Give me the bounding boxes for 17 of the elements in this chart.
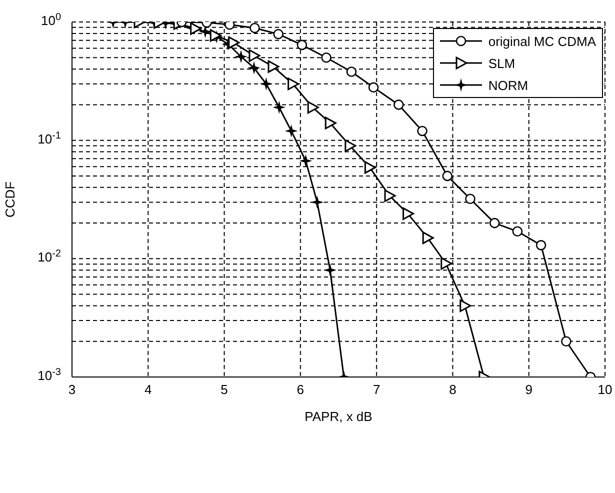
legend-label: original MC CDMA xyxy=(488,34,596,48)
y-axis-title: CCDF xyxy=(2,181,18,218)
y-tick-label: 10$^{-1}$ xyxy=(38,130,62,146)
legend-label: SLM xyxy=(488,56,516,70)
x-tick-label: 9 xyxy=(525,382,532,398)
legend-label: NORM xyxy=(488,78,528,92)
x-tick-label: 5 xyxy=(220,382,228,398)
x-tick-label: 7 xyxy=(372,382,380,398)
x-tick-label: 4 xyxy=(144,382,152,398)
y-tick-label: 10$^{0}$ xyxy=(40,12,62,28)
y-tick-label: 10$^{-3}$ xyxy=(38,366,62,383)
x-tick-label: 6 xyxy=(296,382,304,398)
x-tick-label: 10 xyxy=(598,382,612,398)
y-tick-label: 10$^{-2}$ xyxy=(38,248,62,265)
x-tick-label: 8 xyxy=(449,382,456,398)
x-tick-label: 3 xyxy=(68,382,76,398)
x-axis-title: PAPR, x dB xyxy=(304,409,372,424)
